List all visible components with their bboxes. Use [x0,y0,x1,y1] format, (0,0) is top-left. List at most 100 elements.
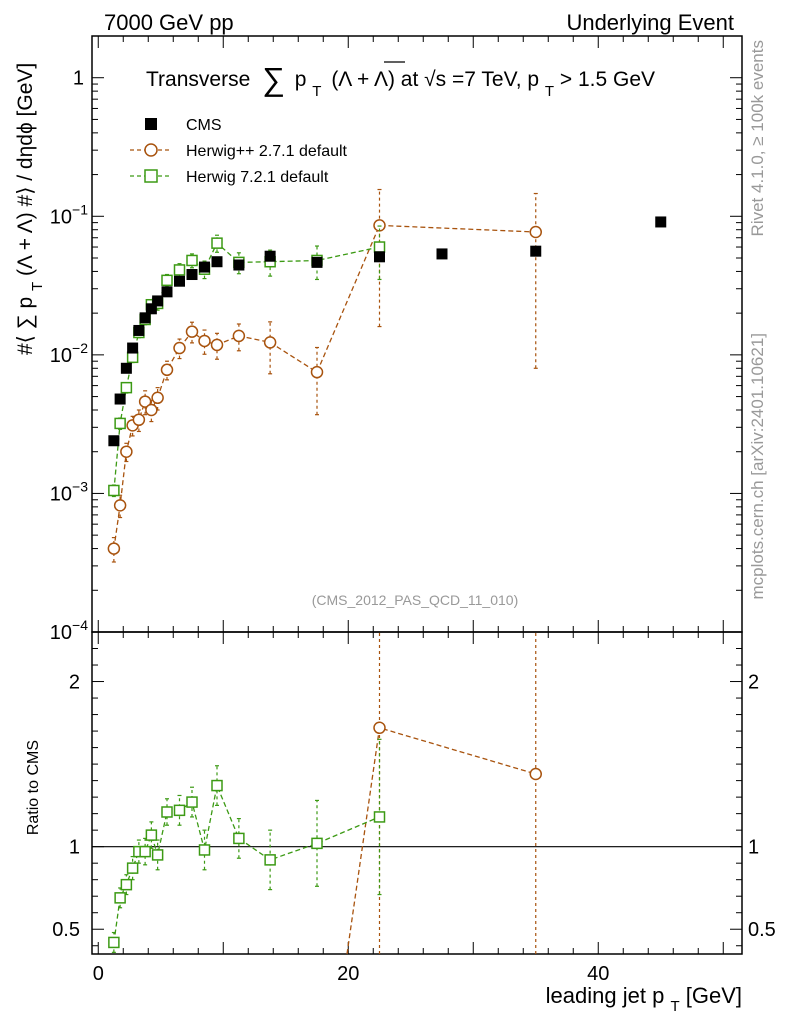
ratio-point-herwig-7-2-1-default [373,811,386,823]
ratio-point-herwig-7-2-1-default [161,806,173,818]
ratio-y-tick-label-right: 1 [748,837,759,859]
title-sub-t: T [312,83,321,100]
main-y-axis-label: #⟨ ∑ p T (Λ + Λ) #⟩ / dηdϕ [GeV] [14,63,47,355]
main-axes-ticks: 1 10−1 10−2 10−3 10−4 [50,35,742,644]
main-point-herwig-2-7-1-default [113,499,127,512]
xlabel-unit: [GeV] [686,983,742,1008]
main-point-herwig-2-7-1-default [529,225,542,239]
ratio-point-herwig-7-2-1-default [264,854,276,866]
main-point-cms [127,342,139,354]
main-point-herwig-2-7-1-default [310,365,324,379]
main-point-cms [114,393,126,405]
main-point-herwig-2-7-1-default [232,329,246,343]
ratio-point-herwig-7-2-1-default [211,779,223,792]
ratio-y-tick-label: 2 [69,672,80,694]
main-y-tick-label: 1 [73,68,84,90]
main-point-cms [311,256,323,268]
ratio-x-tick-label: 0 [93,963,104,985]
ratio-point-herwig-7-2-1-default [186,796,198,808]
rivet-version-label: Rivet 4.1.0, ≥ 100k events [748,40,767,236]
ratio-series-layer [108,632,542,955]
ratio-y-tick-label-right: 0.5 [748,919,776,941]
xlabel-sub: T [670,998,679,1015]
main-point-cms [530,245,542,257]
main-plot-title: Transverse ∑ p T (Λ + Λ) at √s =7 TeV, p… [146,61,655,101]
main-point-cms [186,269,198,281]
main-y-tick-label: 10−2 [50,340,88,367]
main-point-herwig-2-7-1-default [107,542,121,555]
header-right-label: Underlying Event [566,10,734,35]
ratio-y-tick-label: 0.5 [52,919,80,941]
main-point-herwig-2-7-1-default [120,445,133,458]
main-y-tick-label: 10−4 [50,617,88,644]
main-y-tick-label: 10−3 [50,478,88,505]
main-point-herwig-7-2-1-default [161,274,173,287]
main-point-cms [374,251,385,263]
ratio-point-herwig-7-2-1-default [145,829,158,841]
main-point-cms [211,256,223,268]
main-point-herwig-7-2-1-default [186,254,198,267]
ratio-y-tick-label-right: 2 [748,672,759,694]
main-point-herwig-7-2-1-default [373,241,386,253]
ratio-point-herwig-7-2-1-default [108,936,120,949]
main-point-herwig-2-7-1-default [145,403,158,417]
main-point-herwig-2-7-1-default [132,413,146,427]
legend-marker-herwigpp [144,143,158,157]
ratio-axes-ticks: 0.5 0.51 12 20 20 40 [52,632,776,985]
main-point-herwig-2-7-1-default [185,325,199,338]
title-tail: > 1.5 GeV [560,68,655,91]
main-point-herwig-2-7-1-default [160,363,174,377]
title-p: p [295,68,307,91]
main-point-herwig-7-2-1-default [120,381,133,394]
ylabel-sub: T [29,282,46,291]
main-point-cms [264,250,276,262]
ratio-point-herwig-7-2-1-default [126,862,139,874]
legend: CMS Herwig++ 2.7.1 default Herwig 7.2.1 … [130,117,348,186]
mcplots-label: mcplots.cern.ch [arXiv:2401.10621] [748,333,767,599]
legend-label-herwigpp: Herwig++ 2.7.1 default [186,143,348,160]
ratio-point-herwig-2-7-1-default [373,721,386,735]
title-prefix: Transverse [146,68,250,91]
main-point-cms [133,324,145,336]
ratio-point-herwig-7-2-1-default [311,837,323,850]
main-point-cms [199,261,210,273]
title-sub-t2: T [545,83,554,100]
analysis-watermark: (CMS_2012_PAS_QCD_11_010) [312,592,519,608]
legend-marker-herwig7 [144,169,158,183]
main-y-tick-label: 10−1 [50,201,88,228]
main-point-herwig-7-2-1-default [211,237,223,249]
title-paren: (Λ + Λ) at [331,68,424,91]
header-left-label: 7000 GeV pp [104,10,234,35]
ratio-point-herwig-7-2-1-default [173,804,186,817]
main-point-cms [120,362,132,374]
ratio-x-tick-label: 20 [337,963,359,985]
x-axis-label: leading jet p T [GeV] [546,983,742,1016]
main-point-cms [145,303,157,315]
ratio-point-herwig-7-2-1-default [139,845,151,858]
ratio-point-herwig-7-2-1-default [233,832,245,845]
ratio-point-herwig-2-7-1-default [529,767,542,781]
main-point-cms [233,259,245,271]
ratio-y-tick-label: 1 [69,837,80,859]
main-point-herwig-7-2-1-default [126,351,139,364]
main-point-herwig-2-7-1-default [210,338,224,352]
main-point-cms [174,275,185,287]
main-point-herwig-2-7-1-default [173,341,186,355]
main-point-herwig-7-2-1-default [173,264,186,276]
main-point-cms [436,248,448,260]
ratio-point-herwig-7-2-1-default [151,849,164,861]
main-point-cms [108,435,120,447]
main-point-herwig-2-7-1-default [138,395,152,408]
ratio-line-herwig-7-2-1-default [113,783,380,943]
ratio-point-herwig-7-2-1-default [114,892,126,904]
main-point-herwig-7-2-1-default [108,484,120,497]
main-point-herwig-2-7-1-default [151,391,164,405]
title-rest: =7 TeV, p [452,68,539,91]
main-point-herwig-2-7-1-default [198,334,211,348]
main-point-cms [139,312,151,324]
main-point-herwig-7-2-1-default [114,417,126,430]
title-sqrt: √s [424,68,446,91]
legend-label-cms: CMS [186,117,222,134]
ratio-point-herwig-7-2-1-default [120,878,133,891]
ylabel-part1: #⟨ ∑ p [14,297,37,355]
